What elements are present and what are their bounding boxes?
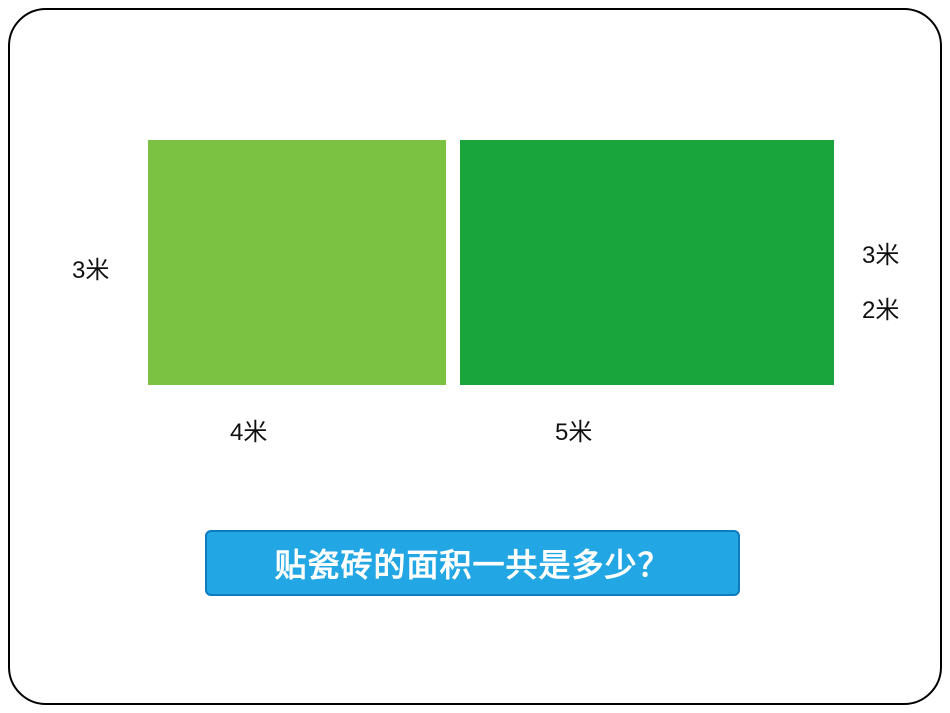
- diagram-area: 3米 3米 2米 4米 5米: [0, 140, 950, 430]
- label-bottom-width-2: 5米: [555, 412, 592, 447]
- question-box: 贴瓷砖的面积一共是多少？: [205, 530, 740, 596]
- label-right-height-1: 3米: [862, 235, 899, 270]
- label-left-height: 3米: [72, 250, 109, 285]
- label-bottom-width-1: 4米: [230, 412, 267, 447]
- label-right-height-2: 2米: [862, 290, 899, 325]
- rect-left: [148, 140, 446, 385]
- question-text: 贴瓷砖的面积一共是多少？: [274, 540, 670, 586]
- rect-right: [460, 140, 834, 385]
